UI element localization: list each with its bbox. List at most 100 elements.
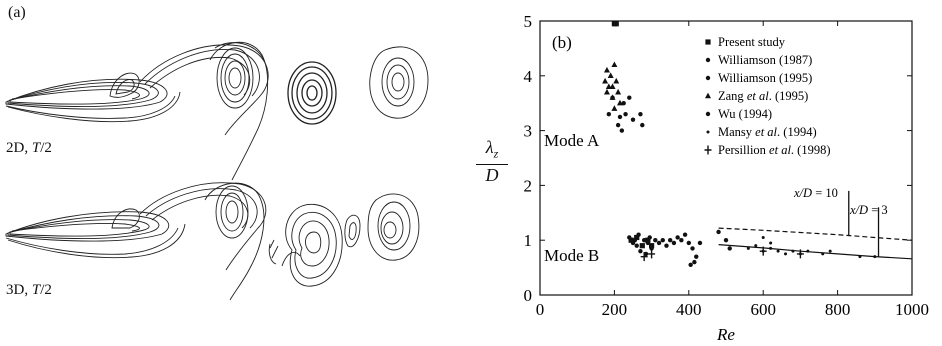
data-point — [754, 244, 758, 248]
contour-3d-vortex-3 — [367, 193, 420, 261]
data-point — [682, 232, 688, 237]
data-point — [623, 111, 628, 117]
data-point — [634, 234, 640, 241]
contour-3d-vortex-1 — [204, 182, 265, 301]
row-label-3d: 3D, T/2 — [6, 282, 52, 298]
legend-marker — [705, 57, 711, 63]
data-point — [828, 249, 832, 253]
data-point — [628, 237, 634, 243]
data-point — [640, 122, 645, 128]
x-tick-label: 1000 — [895, 300, 929, 319]
panel-b: λz D 0 200 400 600 800 1000 0 1 2 3 4 5 Present stu… — [470, 0, 942, 346]
data-point — [611, 61, 618, 68]
data-point — [634, 243, 639, 248]
data-point — [656, 240, 662, 246]
xd10-label: x/D = 10 — [793, 186, 838, 200]
data-point — [649, 243, 655, 249]
data-point — [606, 111, 612, 117]
data-point — [873, 255, 877, 259]
mode-a-label: Mode A — [544, 131, 600, 150]
data-point — [727, 246, 732, 251]
data-point — [602, 77, 609, 84]
contour-2d-body — [5, 44, 269, 136]
contour-2d-vortex-1 — [209, 41, 269, 181]
data-point — [638, 248, 643, 254]
data-point — [643, 251, 649, 257]
data-point — [613, 21, 619, 27]
legend-marker — [705, 92, 711, 99]
data-point — [609, 83, 616, 89]
data-point — [692, 259, 697, 265]
data-point — [613, 77, 620, 84]
data-point — [686, 240, 691, 246]
data-point — [627, 95, 632, 100]
data-point — [615, 88, 622, 95]
data-point — [716, 229, 721, 235]
y-tick-label: 5 — [524, 12, 533, 31]
contour-3d-vortex-2 — [268, 203, 361, 287]
legend-entry: Present study — [718, 35, 786, 49]
legend-entry: Williamson (1995) — [718, 71, 812, 85]
data-point — [630, 117, 636, 122]
x-tick-label: 400 — [676, 300, 702, 319]
solid-fit-line — [718, 244, 913, 260]
data-point — [621, 101, 626, 106]
data-point — [784, 252, 788, 256]
data-point — [796, 249, 804, 259]
xd3-label: x/D = 3 — [849, 203, 888, 217]
legend-marker — [704, 145, 712, 155]
legend-marker — [705, 111, 711, 117]
contour-3d-body — [5, 182, 267, 271]
data-point — [858, 255, 862, 259]
data-point — [664, 243, 669, 248]
data-point — [746, 246, 750, 250]
legend-entry: Williamson (1987) — [718, 53, 812, 67]
data-point — [821, 252, 825, 256]
legend-entry: Persillion et al. (1998) — [718, 143, 831, 157]
data-point — [603, 66, 610, 73]
legend-entry: Zang et al. (1995) — [718, 89, 808, 103]
data-point — [668, 238, 673, 243]
data-point — [617, 114, 623, 120]
data-point — [648, 249, 656, 259]
x-tick-label: 600 — [750, 300, 776, 319]
data-point — [761, 235, 765, 239]
y-tick-label: 0 — [524, 286, 533, 305]
data-point — [697, 240, 703, 246]
data-point — [603, 88, 610, 95]
y-tick-label: 4 — [524, 67, 533, 86]
data-point — [679, 238, 684, 243]
data-point — [694, 254, 699, 259]
contour-2d-vortex-2 — [287, 61, 337, 125]
data-point — [690, 246, 695, 251]
legend-entry: Mansy et al. (1994) — [718, 125, 817, 139]
data-point — [611, 105, 618, 111]
data-point — [638, 111, 643, 117]
data-point — [639, 243, 645, 249]
data-point — [653, 238, 658, 243]
data-point — [645, 237, 651, 243]
plot-frame — [539, 20, 913, 296]
dashed-fit-line — [718, 227, 913, 241]
chart-svg: 0 200 400 600 800 1000 0 1 2 3 4 5 Present study Wil… — [524, 12, 930, 344]
data-point — [759, 246, 767, 256]
data-point — [776, 249, 780, 253]
data-point — [769, 246, 773, 250]
data-point — [616, 99, 623, 106]
legend-entry: Wu (1994) — [718, 107, 772, 121]
data-point — [688, 262, 693, 268]
x-tick-label: 800 — [825, 300, 851, 319]
contour-2d-vortex-3 — [369, 46, 429, 119]
data-point — [769, 241, 773, 245]
legend-marker — [706, 130, 710, 134]
data-point — [640, 252, 648, 262]
legend-marker — [705, 75, 711, 81]
panel-a: (a) — [0, 0, 470, 346]
y-axis-title: λz D — [476, 138, 508, 184]
data-point — [607, 72, 614, 78]
vorticity-contours — [5, 41, 429, 301]
y-tick-label: 2 — [524, 176, 533, 195]
data-point — [671, 240, 677, 246]
data-point — [791, 249, 795, 253]
x-tick-label: 200 — [602, 300, 628, 319]
